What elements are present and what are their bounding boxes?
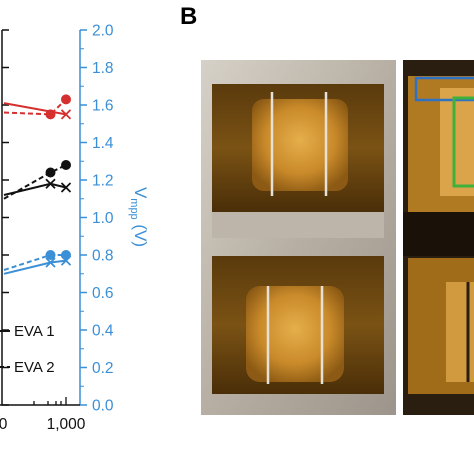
point-black-solid-2	[60, 182, 72, 193]
series-layer	[3, 94, 72, 275]
point-red-dashed-1	[45, 109, 56, 120]
top-sample-cell	[252, 99, 348, 191]
photo-right-top-cell	[440, 88, 474, 196]
photo-left	[201, 60, 396, 415]
axis-label-main: V	[131, 187, 150, 199]
series-line-red-solid	[3, 102, 67, 116]
right-tick-label-9: 0.2	[92, 360, 114, 377]
x-axis-ticks	[33, 397, 67, 405]
point-blue-solid-1	[45, 257, 56, 268]
right-axis-ticks	[80, 29, 87, 406]
photo-right-blue-box	[414, 76, 474, 102]
right-tick-label-0: 2.0	[92, 23, 114, 40]
right-tick-label-2: 1.6	[92, 98, 114, 115]
bottom-sample-cell	[246, 286, 344, 382]
right-tick-label-5: 1.0	[92, 210, 114, 227]
photo-right	[403, 60, 474, 415]
chart-panel: 2.0 1.8 1.6 1.4 1.2 1.0 0.8 0.6 0.4 0.2 0.0 0 1,00…	[0, 23, 150, 433]
legend-label-eva1: EVA 1	[14, 323, 55, 340]
photo-right-green-box	[452, 96, 474, 188]
point-red-dashed-2	[61, 94, 71, 105]
point-red-solid-1	[60, 109, 72, 120]
axis-label-unit: (V)	[131, 220, 150, 247]
point-black-solid-1	[45, 178, 56, 189]
right-tick-label-6: 0.8	[92, 248, 114, 265]
right-tick-label-8: 0.4	[92, 323, 114, 340]
series-line-red-dashed	[3, 98, 67, 116]
photo-left-separator	[212, 212, 384, 238]
point-blue-dashed-2	[61, 250, 71, 260]
x-tick-label-1000: 1,000	[47, 416, 86, 433]
series-line-black-dashed	[3, 164, 67, 200]
panel-label-b: B	[180, 3, 197, 30]
right-axis-label: Vmpp (V)	[128, 187, 150, 247]
right-tick-label-3: 1.4	[92, 135, 114, 152]
right-tick-label-10: 0.0	[92, 398, 114, 415]
right-tick-label-4: 1.2	[92, 173, 114, 190]
right-tick-label-7: 0.6	[92, 285, 114, 302]
photo-right-bottom-cell	[446, 282, 474, 382]
x-tick-label-0: 0	[0, 416, 8, 433]
right-tick-label-1: 1.8	[92, 60, 114, 77]
left-axis-ticks	[2, 29, 9, 406]
axis-label-sub: mpp	[128, 198, 140, 219]
point-black-dashed-2	[61, 160, 71, 170]
photo-right-dark-band	[403, 212, 474, 256]
legend: EVA 1 EVA 2	[0, 323, 55, 376]
point-black-dashed-1	[45, 167, 56, 178]
right-axis-tick-labels: 2.0 1.8 1.6 1.4 1.2 1.0 0.8 0.6 0.4 0.2 0.0	[92, 23, 114, 415]
legend-label-eva2: EVA 2	[14, 359, 55, 376]
point-blue-dashed-1	[45, 250, 56, 260]
